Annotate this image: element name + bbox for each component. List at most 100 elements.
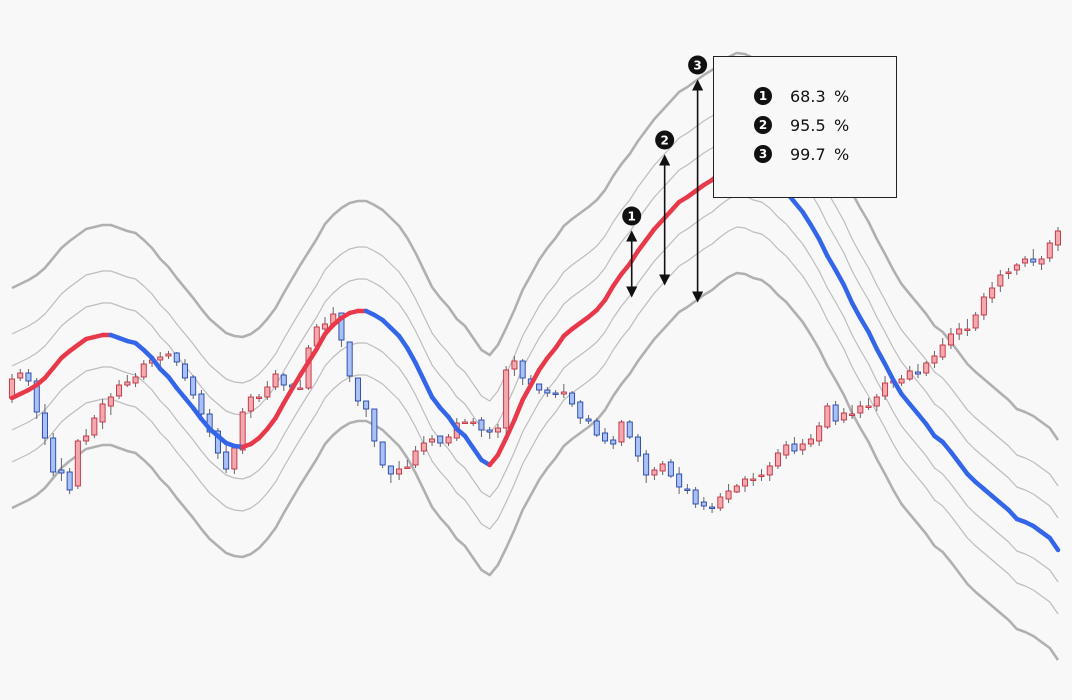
ma-segment (882, 361, 896, 383)
ma-segment (166, 374, 179, 391)
ma-segment (808, 222, 822, 242)
candle-body (371, 408, 378, 442)
candle-body (989, 287, 996, 299)
ma-segment (273, 400, 287, 421)
candle-body (404, 466, 411, 469)
candle-body (634, 436, 641, 457)
ma-segment (265, 415, 278, 432)
ma-segment (816, 236, 830, 259)
candle-body (1054, 230, 1061, 246)
candle-body (519, 360, 526, 379)
candle-body (223, 451, 230, 470)
candle-body (725, 490, 732, 500)
candle-body (478, 419, 485, 431)
candle-body (239, 411, 246, 451)
ma-segment (833, 267, 847, 288)
candle-body (676, 473, 683, 488)
legend-item-3: 3 99.7 % (754, 143, 849, 165)
ma-segment (1047, 535, 1061, 553)
ma-segment (405, 345, 418, 366)
bollinger-bands (11, 51, 1060, 661)
candle-body (914, 371, 921, 375)
candle-body (799, 443, 806, 451)
candle-body (791, 443, 798, 452)
ma-segment (429, 394, 443, 411)
sigma-marker-2 (655, 130, 675, 150)
ma-segment (643, 226, 657, 243)
candle-body (470, 421, 477, 424)
candle-body (17, 372, 24, 379)
candle-body (429, 438, 436, 443)
candle-body (99, 403, 106, 423)
ma-segment (289, 372, 303, 392)
candle-body (832, 404, 839, 422)
ma-segment (462, 433, 476, 451)
ma-segment (841, 282, 855, 306)
candle-body (91, 417, 98, 436)
legend-item-2: 2 95.5 % (754, 114, 849, 136)
candle-body (198, 393, 205, 415)
candle-body (41, 412, 48, 439)
candle-body (733, 485, 740, 493)
candle-body (807, 438, 814, 445)
candle-body (560, 391, 567, 395)
ma-segment (849, 300, 863, 321)
candle-body (700, 501, 707, 507)
candle-body (511, 360, 518, 370)
ma-segment (396, 333, 410, 351)
ma-segment (610, 271, 624, 289)
candle-body (824, 405, 831, 428)
candle-body (882, 382, 889, 397)
candle-body (602, 432, 609, 442)
candle-body (338, 312, 345, 341)
legend-value-3: 99.7 (790, 144, 826, 164)
candle-body (618, 421, 625, 443)
candle-body (256, 396, 263, 399)
ma-segment (190, 405, 204, 422)
candle-body (750, 478, 757, 481)
ma-segment (858, 315, 871, 335)
candle-body (181, 363, 188, 379)
candle-body (931, 355, 938, 364)
sigma-marker-3 (688, 55, 708, 75)
candle-body (396, 468, 403, 475)
candle-body (231, 447, 238, 470)
candle-body (923, 362, 930, 374)
ma-segment (149, 355, 163, 372)
candle-body (1046, 242, 1053, 259)
legend-marker-3: 3 (754, 145, 772, 163)
candle-body (486, 429, 493, 433)
ma-segment (512, 397, 525, 423)
band-1sigma-lower (11, 194, 1059, 583)
candle-body (1005, 271, 1012, 274)
candle-body (66, 471, 73, 491)
candle-body (354, 377, 361, 402)
ma-segment (470, 445, 484, 463)
candle-body (74, 440, 81, 487)
candle-body (190, 376, 197, 396)
legend-unit-1: % (834, 86, 850, 106)
candle-body (297, 387, 304, 390)
band-3sigma-upper (11, 51, 1060, 441)
ma-segment (602, 283, 616, 303)
legend-unit-2: % (834, 115, 850, 135)
candlesticks (8, 227, 1061, 513)
candle-body (610, 439, 617, 445)
legend-unit-3: % (834, 144, 850, 164)
ma-segment (298, 359, 311, 378)
sigma-marker-label-2: 2 (660, 134, 668, 148)
candle-body (840, 412, 847, 421)
ma-segment (413, 360, 427, 383)
candle-body (964, 328, 971, 331)
candle-body (774, 452, 781, 467)
ma-segment (956, 460, 970, 477)
candle-body (272, 373, 279, 388)
candle-body (659, 463, 666, 472)
candle-body (214, 430, 221, 454)
candle-body (626, 421, 633, 438)
band-1sigma-upper (11, 130, 1059, 519)
legend-marker-1: 1 (754, 87, 772, 105)
candle-body (577, 401, 584, 419)
